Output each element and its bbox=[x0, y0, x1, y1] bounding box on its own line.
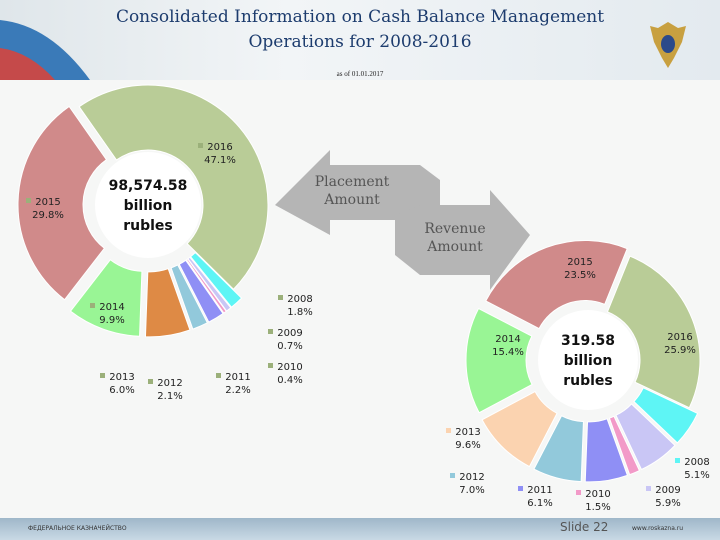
legend-marker bbox=[216, 373, 221, 378]
center-total: 319.58 bbox=[561, 333, 615, 349]
slice-2012 bbox=[170, 264, 209, 330]
slice-label-year: 2016 bbox=[667, 332, 692, 343]
slice-2009 bbox=[615, 403, 676, 471]
emblem-icon bbox=[650, 22, 686, 68]
revenue-donut: 2016 25.9% 2008 5.1% 2009 5.9% 2010 1.5% 2011 6.1… bbox=[446, 239, 710, 513]
slice-label-percent: 6.1% bbox=[527, 498, 552, 509]
center-total: 98,574.58 bbox=[109, 178, 188, 194]
slice-label-percent: 1.5% bbox=[585, 502, 610, 513]
flag-decoration bbox=[0, 20, 90, 80]
slice-label-year: 2010 bbox=[585, 489, 610, 500]
center-total: billion bbox=[124, 198, 173, 214]
slice-2015 bbox=[485, 239, 628, 330]
slice-label-year: 2012 bbox=[157, 378, 182, 389]
page-title: Consolidated Information on Cash Balance… bbox=[115, 7, 605, 52]
slice-2011 bbox=[584, 418, 629, 483]
center-total: billion bbox=[564, 353, 613, 369]
legend-marker bbox=[198, 143, 203, 148]
slice-2010 bbox=[185, 258, 227, 314]
legend-marker bbox=[90, 303, 95, 308]
slice-label-percent: 5.9% bbox=[655, 498, 680, 509]
legend-marker bbox=[100, 373, 105, 378]
slice-label-percent: 2.2% bbox=[225, 385, 250, 396]
legend-marker bbox=[148, 379, 153, 384]
slice-label-percent: 5.1% bbox=[684, 470, 709, 481]
header-banner: Consolidated Information on Cash Balance… bbox=[0, 0, 720, 80]
legend-marker bbox=[675, 458, 680, 463]
slice-label-year: 2011 bbox=[527, 485, 552, 496]
slice-label-year: 2009 bbox=[277, 328, 302, 339]
slice-2013 bbox=[144, 268, 191, 338]
slice-label-year: 2014 bbox=[99, 302, 124, 313]
slice-label-percent: 9.6% bbox=[455, 440, 480, 451]
legend-marker bbox=[646, 486, 651, 491]
center-total: rubles bbox=[123, 218, 173, 234]
legend-marker bbox=[518, 486, 523, 491]
as-of-date: as of 01.01.2017 bbox=[336, 70, 384, 78]
revenue-arrow bbox=[395, 190, 530, 290]
slice-label-percent: 25.9% bbox=[664, 345, 696, 356]
slice-label-year: 2015 bbox=[567, 257, 592, 268]
slice-2014 bbox=[69, 259, 143, 337]
placement-donut: 2016 47.1% 2008 1.8% 2009 0.7% 2010 0.4% 2011 2.2… bbox=[17, 84, 313, 402]
slice-2011 bbox=[178, 259, 224, 323]
slice-label-percent: 9.9% bbox=[99, 315, 124, 326]
slide-number: Slide 22 bbox=[560, 520, 609, 534]
slice-2012 bbox=[533, 415, 584, 483]
legend-marker bbox=[268, 363, 273, 368]
slice-label-year: 2008 bbox=[287, 294, 312, 305]
legend-marker bbox=[446, 428, 451, 433]
placement-label: Placement Amount bbox=[315, 174, 390, 208]
legend-marker bbox=[486, 335, 491, 340]
slice-label-year: 2013 bbox=[109, 372, 134, 383]
slice-label-year: 2015 bbox=[35, 197, 60, 208]
slice-label-percent: 15.4% bbox=[492, 347, 524, 358]
legend-marker bbox=[450, 473, 455, 478]
footer-url: www.roskazna.ru bbox=[632, 525, 684, 532]
footer-org: ФЕДЕРАЛЬНОЕ КАЗНАЧЕЙСТВО bbox=[28, 525, 127, 532]
legend-marker bbox=[658, 333, 663, 338]
slice-label-year: 2010 bbox=[277, 362, 302, 373]
legend-marker bbox=[576, 490, 581, 495]
slice-label-year: 2009 bbox=[655, 485, 680, 496]
donut-center bbox=[95, 152, 201, 258]
slice-label-year: 2008 bbox=[684, 457, 709, 468]
revenue-label: Revenue Amount bbox=[424, 221, 485, 255]
arrows: Placement Amount Revenue Amount bbox=[275, 150, 530, 290]
slice-label-year: 2011 bbox=[225, 372, 250, 383]
slice-2008 bbox=[189, 251, 243, 308]
slice-label-year: 2014 bbox=[495, 334, 520, 345]
slice-label-year: 2016 bbox=[207, 142, 232, 153]
slice-label-percent: 6.0% bbox=[109, 385, 134, 396]
legend-marker bbox=[26, 198, 31, 203]
slice-2015 bbox=[17, 105, 108, 301]
slice-label-percent: 2.1% bbox=[157, 391, 182, 402]
slice-2016 bbox=[78, 84, 269, 290]
slice-label-percent: 0.7% bbox=[277, 341, 302, 352]
slice-label-percent: 1.8% bbox=[287, 307, 312, 318]
donut-center bbox=[538, 310, 638, 410]
slice-2014 bbox=[465, 307, 533, 414]
legend-marker bbox=[558, 258, 563, 263]
slice-label-percent: 29.8% bbox=[32, 210, 64, 221]
slice-2013 bbox=[481, 390, 558, 468]
legend-marker bbox=[278, 295, 283, 300]
legend-marker bbox=[268, 329, 273, 334]
slice-label-percent: 0.4% bbox=[277, 375, 302, 386]
center-total: rubles bbox=[563, 373, 613, 389]
slice-label-year: 2013 bbox=[455, 427, 480, 438]
slice-label-percent: 23.5% bbox=[564, 270, 596, 281]
slice-label-percent: 7.0% bbox=[459, 485, 484, 496]
slice-2010 bbox=[608, 415, 641, 476]
slice-label-percent: 47.1% bbox=[204, 155, 236, 166]
slice-2008 bbox=[633, 387, 699, 444]
slice-label-year: 2012 bbox=[459, 472, 484, 483]
slice-2016 bbox=[606, 255, 701, 409]
footer: ФЕДЕРАЛЬНОЕ КАЗНАЧЕЙСТВО Slide 22 www.ro… bbox=[0, 518, 720, 540]
